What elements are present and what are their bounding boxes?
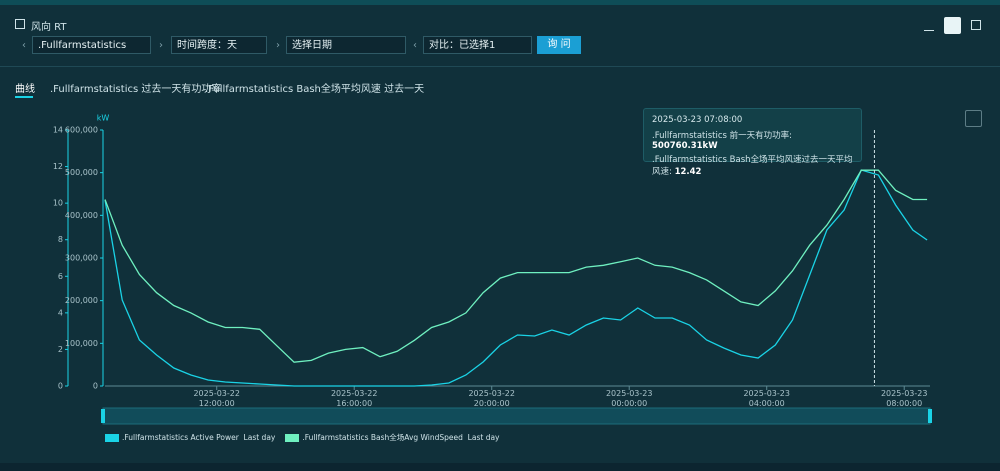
top-strip xyxy=(0,0,1000,5)
panel xyxy=(0,5,1000,463)
y2-tick-label: 400,000 xyxy=(65,211,98,220)
y2-tick-label: 500,000 xyxy=(65,168,98,177)
y-tick-label: 0 xyxy=(58,382,63,391)
separator xyxy=(0,66,1000,67)
legend: .Fullfarmstatistics Active Power Last da… xyxy=(105,432,499,443)
date-picker[interactable]: 选择日期 xyxy=(286,36,406,54)
y2-axis-label: kW xyxy=(97,114,110,123)
station-select[interactable]: .Fullfarmstatistics xyxy=(32,36,151,54)
tooltip: 2025-03-23 07:08:00 .Fullfarmstatistics … xyxy=(643,108,862,177)
prev-arrow[interactable]: ‹ xyxy=(413,40,417,51)
slider-handle xyxy=(101,409,105,423)
y2-tick-label: 300,000 xyxy=(65,254,98,263)
y2-tick-label: 0 xyxy=(93,382,98,391)
legend-item: .Fullfarmstatistics Active Power Last da… xyxy=(105,432,275,443)
query-button[interactable]: 询 问 xyxy=(537,36,581,54)
prev-arrow[interactable]: ‹ xyxy=(22,40,26,51)
legend-swatch xyxy=(105,433,119,442)
zoom-slider xyxy=(102,407,931,425)
legend-item: .Fullfarmstatistics Bash全场Avg WindSpeed … xyxy=(285,432,499,443)
next-arrow[interactable]: › xyxy=(276,40,280,51)
y-tick-label: 12 xyxy=(53,162,63,171)
tooltip-value: 500760.31kW xyxy=(652,141,718,151)
x-tick-label: 2025-03-22 16:00:00 xyxy=(330,389,378,408)
y-tick-label: 6 xyxy=(58,272,63,281)
tab-active[interactable]: 曲线 xyxy=(15,84,35,95)
x-tick-label: 2025-03-22 20:00:00 xyxy=(468,389,515,408)
settings-icon[interactable] xyxy=(965,110,982,127)
series-line xyxy=(104,169,928,363)
tooltip-time: 2025-03-23 07:08:00 xyxy=(652,115,743,125)
y-tick-label: 2 xyxy=(58,345,63,354)
legend-label: .Fullfarmstatistics Bash全场Avg WindSpeed … xyxy=(302,433,500,442)
tooltip-label: .Fullfarmstatistics Bash全场平均风速过去一天平均风速: xyxy=(652,155,853,177)
chart-icon[interactable] xyxy=(944,17,961,34)
legend-label: .Fullfarmstatistics Active Power Last da… xyxy=(122,433,276,442)
y2-tick-label: 200,000 xyxy=(65,296,98,305)
tab[interactable]: .Fullfarmstatistics Bash全场平均风速 过去一天 xyxy=(205,84,425,95)
tab-underline xyxy=(15,96,33,98)
series-line xyxy=(104,169,928,387)
y-tick-label: 14 xyxy=(53,126,63,135)
x-tick-label: 2025-03-23 04:00:00 xyxy=(743,389,790,408)
tooltip-label: .Fullfarmstatistics 前一天有功功率: xyxy=(652,131,793,141)
y2-tick-label: 100,000 xyxy=(65,339,98,348)
y2-tick-label: 600,000 xyxy=(65,126,98,135)
y-tick-label: 8 xyxy=(58,235,63,244)
y-tick-label: 10 xyxy=(53,199,63,208)
y-tick-label: 4 xyxy=(58,308,63,317)
export-icon[interactable] xyxy=(971,20,981,30)
x-tick-label: 2025-03-23 08:00:00 xyxy=(880,389,928,408)
slider-handle xyxy=(928,409,932,423)
span-select[interactable]: 时间跨度：天 xyxy=(171,36,267,54)
tooltip-value: 12.42 xyxy=(674,167,702,177)
edit-icon[interactable] xyxy=(924,20,934,31)
legend-swatch xyxy=(285,433,300,442)
tab[interactable]: .Fullfarmstatistics 过去一天有功功率 xyxy=(50,84,222,95)
next-arrow[interactable]: › xyxy=(159,40,163,51)
x-tick-label: 2025-03-22 12:00:00 xyxy=(193,389,240,408)
compare-select[interactable]: 对比：已选择1 xyxy=(423,36,532,54)
dashboard-title[interactable]: 风向 RT xyxy=(31,22,67,33)
x-tick-label: 2025-03-23 00:00:00 xyxy=(605,389,653,408)
dashboard-icon xyxy=(15,19,25,29)
